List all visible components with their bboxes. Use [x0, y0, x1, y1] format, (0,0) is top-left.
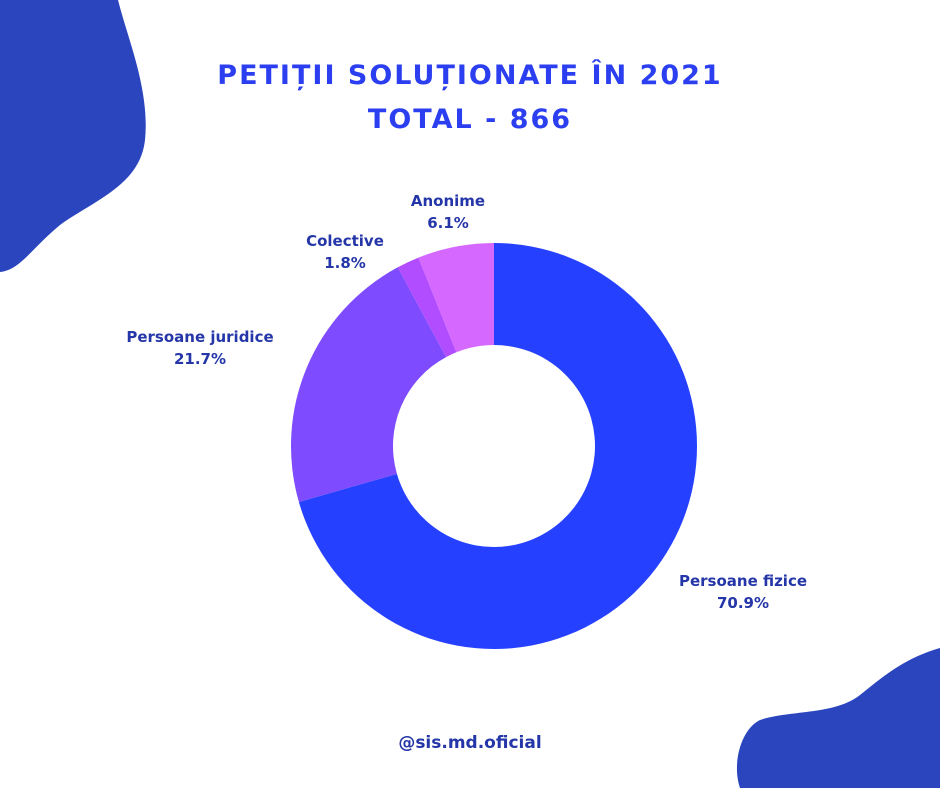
label-pct: 1.8%	[324, 254, 366, 272]
slice-colective	[397, 257, 457, 358]
footer-handle: @sis.md.oficial	[398, 733, 542, 753]
label-pct: 6.1%	[427, 214, 469, 232]
chart-title-line1: PETIȚII SOLUȚIONATE ÎN 2021	[217, 60, 723, 91]
bottom-right-blob	[736, 648, 940, 788]
label-name: Persoane fizice	[678, 572, 808, 590]
label-colective: Colective 1.8%	[290, 230, 400, 274]
top-left-blob	[0, 0, 146, 272]
slice-anonime	[418, 243, 494, 353]
chart-title-line2: TOTAL - 866	[367, 104, 573, 135]
label-name: Anonime	[410, 192, 486, 210]
slice-persoane-juridice	[291, 267, 447, 503]
label-name: Persoane juridice	[126, 328, 274, 346]
label-pct: 70.9%	[716, 594, 770, 612]
label-anonime: Anonime 6.1%	[398, 190, 498, 234]
label-name: Colective	[306, 232, 384, 250]
label-persoane-fizice: Persoane fizice 70.9%	[668, 570, 818, 614]
slice-persoane-fizice	[298, 243, 698, 649]
label-pct: 21.7%	[173, 350, 227, 368]
label-persoane-juridice: Persoane juridice 21.7%	[115, 326, 285, 370]
